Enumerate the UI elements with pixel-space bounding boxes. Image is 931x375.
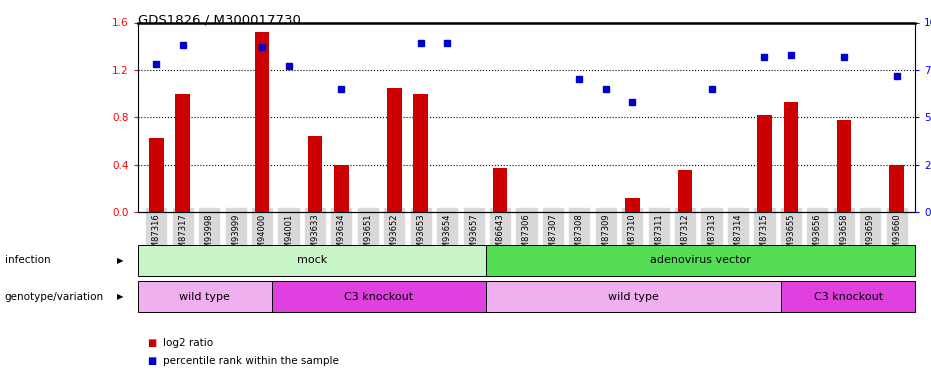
- Bar: [149, 138, 164, 212]
- Text: C3 knockout: C3 knockout: [814, 292, 883, 302]
- Bar: [486, 245, 915, 276]
- Text: percentile rank within the sample: percentile rank within the sample: [163, 356, 339, 366]
- Text: ■: ■: [147, 356, 156, 366]
- Text: wild type: wild type: [180, 292, 230, 302]
- Text: wild type: wild type: [608, 292, 659, 302]
- Text: adenovirus vector: adenovirus vector: [650, 255, 751, 265]
- Bar: [678, 171, 693, 212]
- Bar: [387, 88, 401, 212]
- Bar: [486, 281, 781, 312]
- Text: genotype/variation: genotype/variation: [5, 292, 103, 302]
- Text: mock: mock: [297, 255, 327, 265]
- Bar: [837, 120, 851, 212]
- Bar: [889, 165, 904, 212]
- Bar: [255, 32, 269, 212]
- Bar: [138, 281, 272, 312]
- Bar: [492, 168, 507, 212]
- Text: C3 knockout: C3 knockout: [344, 292, 413, 302]
- Bar: [334, 165, 349, 212]
- Text: ▶: ▶: [117, 256, 124, 265]
- Bar: [175, 93, 190, 212]
- Bar: [413, 93, 428, 212]
- Text: infection: infection: [5, 255, 50, 265]
- Text: ■: ■: [147, 338, 156, 348]
- Bar: [272, 281, 486, 312]
- Bar: [784, 102, 798, 212]
- Bar: [138, 245, 486, 276]
- Text: ▶: ▶: [117, 292, 124, 301]
- Bar: [307, 136, 322, 212]
- Text: log2 ratio: log2 ratio: [163, 338, 213, 348]
- Text: GDS1826 / M300017730: GDS1826 / M300017730: [138, 13, 301, 26]
- Bar: [757, 115, 772, 212]
- Bar: [625, 198, 640, 212]
- Bar: [781, 281, 915, 312]
